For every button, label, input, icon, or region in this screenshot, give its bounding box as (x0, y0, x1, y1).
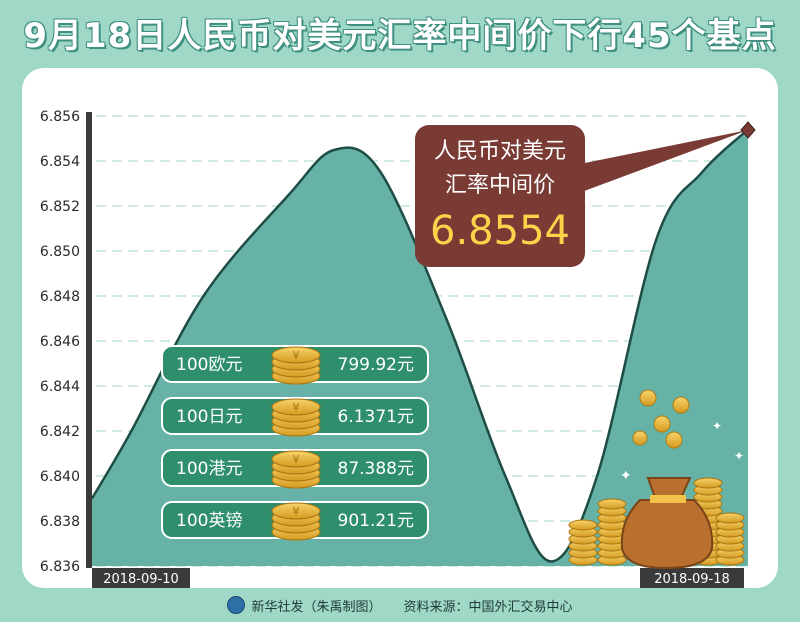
y-tick-label: 6.844 (40, 379, 80, 395)
coin-icon (632, 430, 648, 446)
yen-sign-icon: ¥ (293, 401, 300, 414)
sparkle-icon: ✦ (598, 418, 610, 434)
rate-value: 799.92元 (338, 355, 414, 375)
coin-stack-icon: ¥ (271, 502, 321, 541)
y-tick-label: 6.838 (40, 514, 80, 530)
other-rates-list: 100欧元 799.92元 ¥100日元 6.1371元 ¥100港元 87.388元 ¥1… (161, 345, 429, 541)
coin-stacks-icon (568, 477, 745, 566)
coin-stack-icon: ¥ (271, 450, 321, 489)
rate-value: 87.388元 (338, 459, 414, 479)
rate-label: 100欧元 (176, 355, 242, 375)
money-bag-icon (620, 499, 714, 570)
y-tick-label: 6.852 (40, 199, 80, 215)
rate-value: 901.21元 (338, 511, 414, 531)
callout-line2: 汇率中间价 (445, 173, 555, 198)
yen-sign-icon: ¥ (293, 349, 300, 362)
y-tick-label: 6.848 (40, 289, 80, 305)
callout-value: 6.8554 (430, 208, 570, 254)
rate-item: 100港元 87.388元 ¥ (161, 449, 429, 489)
sparkle-icon: ✦ (734, 449, 744, 463)
rate-label: 100港元 (176, 459, 242, 479)
value-callout: 人民币对美元 汇率中间价 6.8554 (415, 121, 756, 267)
coin-stack-icon: ¥ (271, 398, 321, 437)
coin-icon (639, 389, 657, 407)
coin-icon (672, 396, 690, 414)
footer: 新华社发（朱禹制图） 资料来源：中国外汇交易中心 (0, 596, 800, 615)
y-tick-label: 6.850 (40, 244, 80, 260)
callout-pointer (560, 130, 748, 200)
coin-icon (653, 415, 671, 433)
page-title: 9月18日人民币对美元汇率中间价下行45个基点 (23, 16, 777, 56)
x-start-label: 2018-09-10 (103, 572, 179, 587)
footer-credit: 新华社发（朱禹制图） (251, 600, 382, 615)
x-start-label-box (92, 568, 190, 588)
money-bag-decoration: ✦ ✦ ✦ ✦ (568, 389, 745, 570)
y-tick-label: 6.840 (40, 469, 80, 485)
y-tick-label: 6.856 (40, 109, 80, 125)
y-axis: 6.856 6.854 6.852 6.850 6.848 6.846 6.844 6.842… (40, 109, 80, 575)
rate-label: 100英镑 (176, 511, 242, 531)
x-end-label: 2018-09-18 (654, 572, 730, 587)
y-tick-label: 6.854 (40, 154, 80, 170)
end-point-marker (740, 121, 756, 139)
rate-item: 100欧元 799.92元 ¥ (161, 345, 429, 385)
coin-icon (665, 431, 683, 449)
rate-label: 100日元 (176, 407, 242, 427)
rate-item: 100日元 6.1371元 ¥ (161, 397, 429, 437)
yen-sign-icon: ¥ (293, 453, 300, 466)
rate-value: 6.1371元 (338, 407, 414, 427)
rate-item: 100英镑 901.21元 ¥ (161, 501, 429, 541)
yen-sign-icon: ¥ (293, 505, 300, 518)
sparkle-icon: ✦ (620, 468, 632, 484)
footer-source: 资料来源：中国外汇交易中心 (403, 600, 573, 615)
x-end-label-box (640, 568, 744, 588)
y-tick-label: 6.846 (40, 334, 80, 350)
callout-box (415, 125, 585, 267)
y-tick-label: 6.842 (40, 424, 80, 440)
y-tick-label: 6.836 (40, 559, 80, 575)
coin-stack-icon: ¥ (271, 346, 321, 385)
y-axis-bar (86, 112, 92, 568)
callout-line1: 人民币对美元 (434, 139, 566, 164)
sparkle-icon: ✦ (712, 419, 722, 433)
xinhua-logo-icon (227, 596, 246, 614)
series-line (90, 128, 749, 563)
